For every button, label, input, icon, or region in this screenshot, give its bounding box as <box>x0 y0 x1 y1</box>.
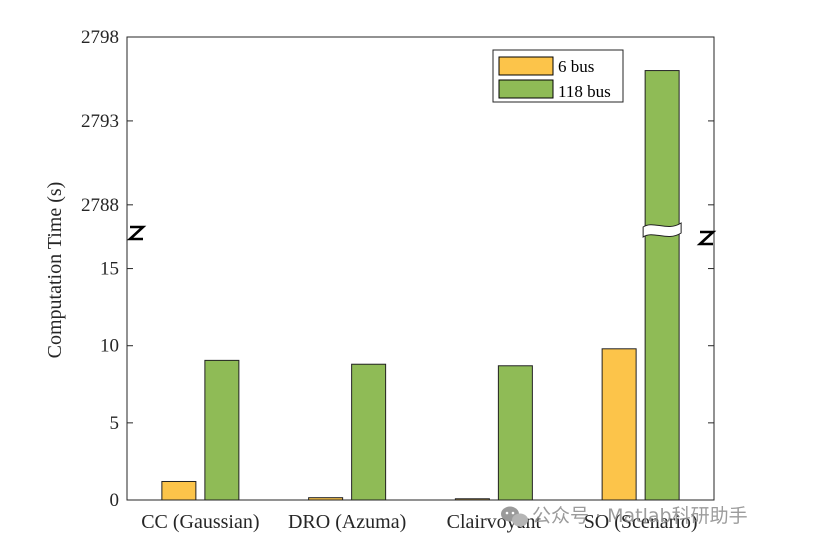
wechat-icon <box>501 506 528 527</box>
watermark-text: 公众号 · Matlab科研助手 <box>532 505 748 527</box>
bar-118-bus-cc-gaussian <box>204 359 240 501</box>
y-tick-label: 2798 <box>81 27 119 48</box>
bar-118-bus-clairvoyant <box>497 365 533 501</box>
axis-break-marks <box>126 225 717 246</box>
legend-swatch-118-bus <box>498 79 554 99</box>
legend: 6 bus 118 bus <box>492 49 624 103</box>
watermark: 公众号 · Matlab科研助手 <box>501 505 748 527</box>
bar-6-bus-dro-azuma <box>308 497 344 501</box>
x-category-label: SO (Scenario) <box>584 511 698 533</box>
y-tick-label: 2788 <box>81 195 119 216</box>
legend-swatch-6-bus <box>498 56 554 76</box>
y-tick-label: 0 <box>110 490 120 511</box>
legend-label-118-bus: 118 bus <box>558 82 611 101</box>
legend-label-6-bus: 6 bus <box>558 57 594 76</box>
y-tick-label: 15 <box>100 259 119 280</box>
bar-118-bus-so-scenario <box>644 70 680 501</box>
y-ticks: 0 5 10 15 2788 2793 2798 <box>81 27 714 511</box>
bars <box>161 70 680 501</box>
bar-118-bus-dro-azuma <box>351 363 387 501</box>
axis-break-left-icon <box>126 225 147 241</box>
x-category-label: CC (Gaussian) <box>141 511 259 533</box>
bar-6-bus-so-scenario <box>601 348 637 501</box>
axis-break-right-icon <box>696 230 717 246</box>
bar-break-marks <box>642 222 682 238</box>
y-axis-label: Computation Time (s) <box>44 182 66 359</box>
bar-break-icon <box>642 222 682 238</box>
bar-6-bus-cc-gaussian <box>161 480 197 501</box>
y-tick-label: 5 <box>110 413 120 434</box>
bar-6-bus-clairvoyant <box>454 498 490 501</box>
x-category-label: DRO (Azuma) <box>288 511 406 533</box>
y-tick-label: 10 <box>100 336 119 357</box>
x-category-labels: CC (Gaussian) DRO (Azuma) Clairvoyant SO (S… <box>141 511 697 533</box>
y-tick-label: 2793 <box>81 111 119 132</box>
